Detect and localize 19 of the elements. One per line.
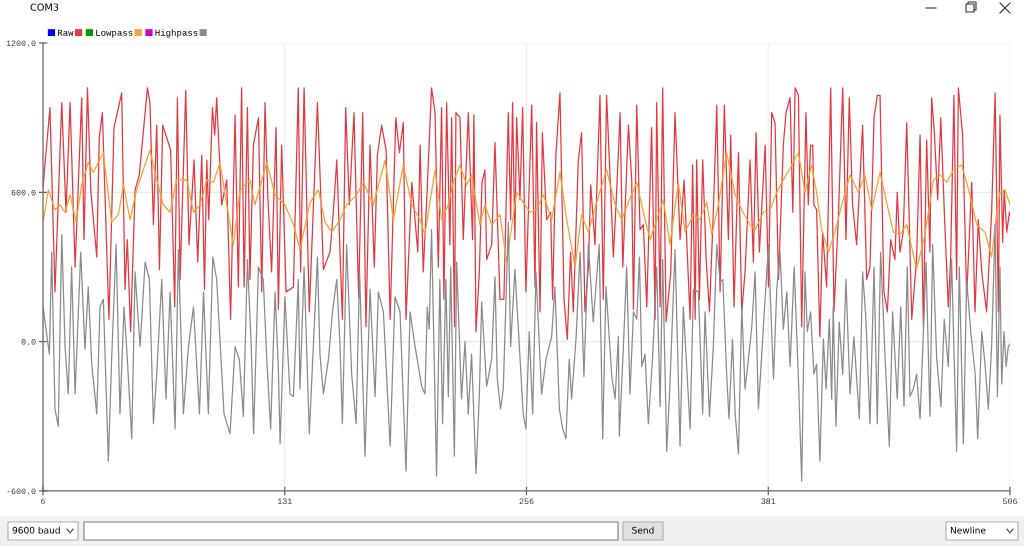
x-tick-label: 131 <box>277 498 292 505</box>
x-tick-label: 6 <box>41 498 45 505</box>
line-series <box>43 149 1010 271</box>
text: Send <box>632 526 654 534</box>
legend-label: Highpass <box>155 29 198 38</box>
legend-label: Raw <box>58 29 74 36</box>
text: 9600 baud <box>12 526 60 534</box>
x-tick-label: 256 <box>519 498 534 505</box>
line-series <box>43 87 1010 340</box>
y-tick-label: 600.0 <box>11 189 36 196</box>
chart-title: COM3 <box>30 3 59 11</box>
text: Newline <box>950 526 986 534</box>
x-tick-label: 506 <box>1003 498 1017 505</box>
line-series <box>43 221 1010 482</box>
y-tick-label: 1200.0 <box>6 40 36 47</box>
legend-label: Lowpass <box>96 29 133 38</box>
y-tick-label: -600.0 <box>7 488 36 495</box>
y-tick-label: 0.0 <box>21 339 36 345</box>
x-tick-label: 381 <box>761 498 776 505</box>
